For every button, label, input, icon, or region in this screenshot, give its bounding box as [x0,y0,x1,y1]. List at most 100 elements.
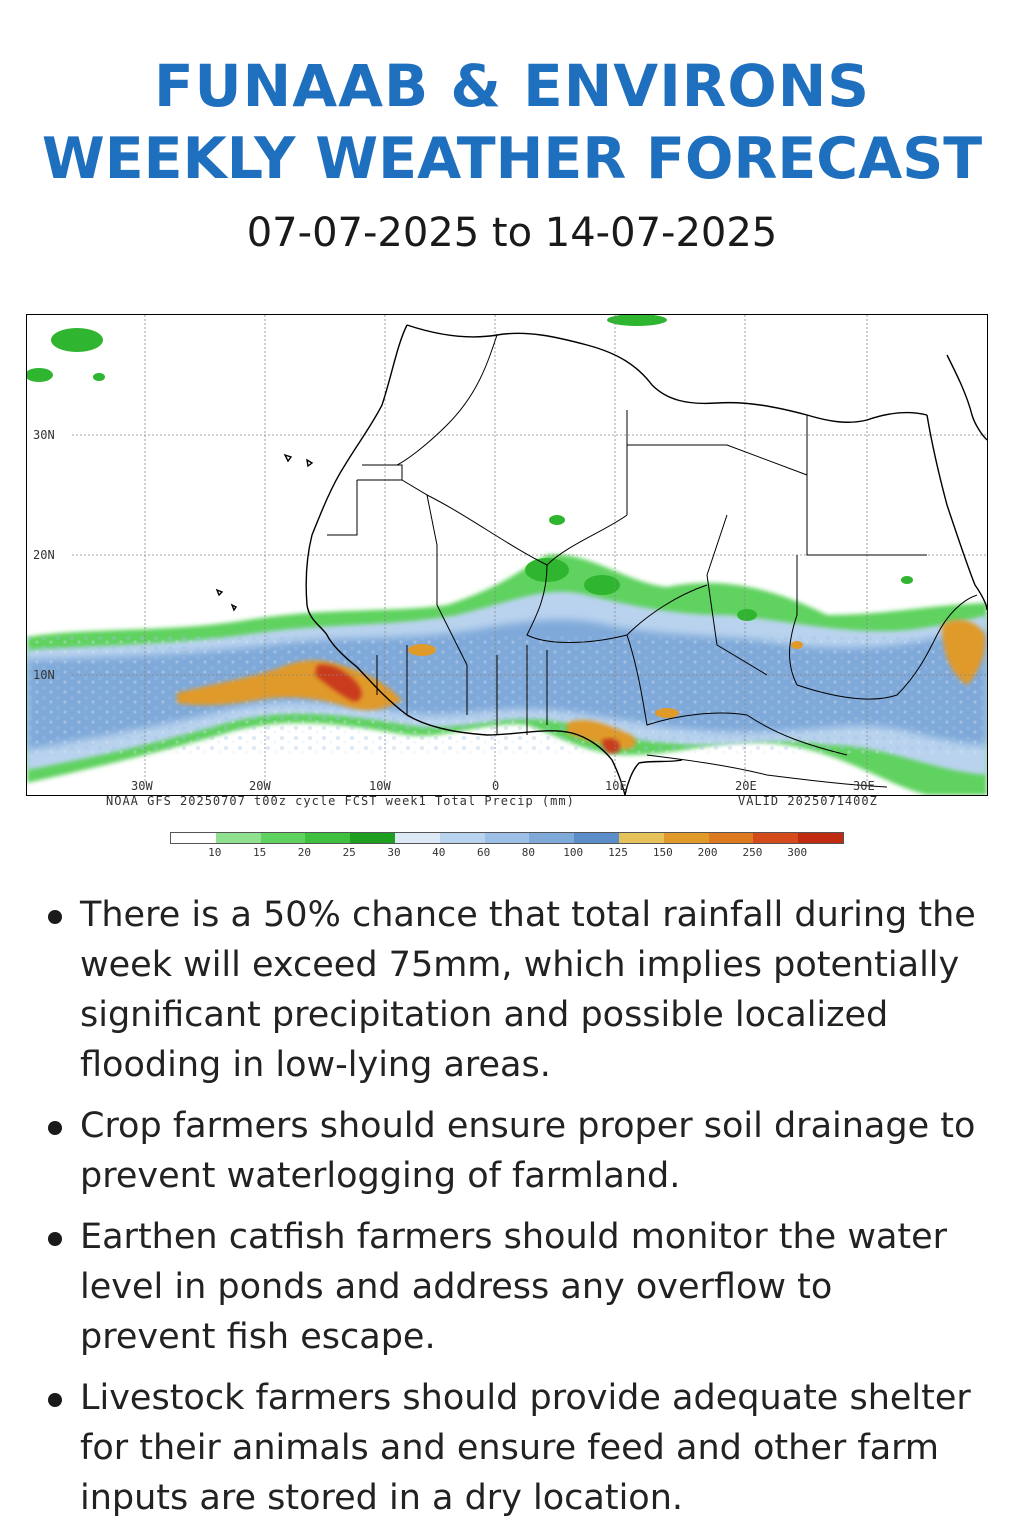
border-algeria-mali [426,494,628,566]
coastline-northwest-africa [305,324,626,795]
precip-patch [93,373,105,381]
legend-colorbar [170,832,844,844]
map-svg [27,315,987,795]
bullet-icon [48,1121,62,1135]
border-niger-nigeria [526,564,708,643]
advisory-list: There is a 50% chance that total rainfal… [46,890,976,1534]
legend-tick-label: 10 [208,846,222,859]
border-egypt [806,415,927,556]
legend-swatch [394,833,440,843]
coastline-mediterranean [406,324,928,423]
lat-label-30n: 30N [33,428,55,442]
precip-patch [51,328,103,352]
title-line-1: FUNAAB & ENVIRONS [153,52,871,120]
border-westafrica [376,604,548,735]
lat-label-20n: 20N [33,548,55,562]
lon-label-20w: 20W [249,779,271,793]
legend-tick-label: 20 [297,846,312,859]
legend-tick-label: 150 [652,846,673,859]
legend-tick-label: 30 [387,846,401,859]
precipitation-map: 30N 20N 10N 30W 20W 10W 0 10E 20E 30E [26,314,988,796]
legend-swatch [798,833,843,843]
advisory-item: There is a 50% chance that total rainfal… [46,890,976,1090]
border-morocco-algeria [396,334,498,466]
coastline-gulf-guinea-east [624,759,683,795]
legend-swatch [484,833,530,843]
lon-label-30w: 30W [131,779,153,793]
precip-patch-orange [791,641,803,649]
date-range: 07-07-2025 to 14-07-2025 [246,210,778,256]
precip-patch [549,515,565,525]
legend-tick-label: 60 [476,846,491,859]
legend-swatch [439,833,485,843]
border-libya [626,410,808,555]
lon-label-10w: 10W [369,779,391,793]
advisory-item: Earthen catfish farmers should monitor t… [46,1212,976,1362]
legend-swatch [708,833,754,843]
advisory-text: There is a 50% chance that total rainfal… [80,895,976,1085]
border-congo [646,754,888,788]
map-caption: NOAA GFS 20250707 t00z cycle FCST week1 … [26,794,986,810]
bullet-icon [48,1393,62,1407]
legend-swatch [574,833,619,843]
legend-swatch [215,833,261,843]
legend-tick-label: 15 [252,846,267,859]
precip-patch [901,576,913,584]
border-mauritania [327,479,438,605]
precip-heavy-core [315,664,362,702]
border-horn [936,594,978,636]
precip-patch [584,575,620,595]
legend-swatch [753,833,799,843]
border-western-sahara [357,464,403,481]
bullet-icon [48,910,62,924]
precip-speckle [27,635,987,755]
legend-tick-label: 25 [342,846,356,859]
legend-tick-label: 80 [521,846,536,859]
title-line-2: WEEKLY WEATHER FORECAST [41,126,983,192]
lon-label-20e: 20E [735,779,757,793]
border-chad-sudan [706,514,798,686]
legend-tick-label: 125 [608,846,628,859]
coastline-sinai [946,354,987,441]
legend-tick-label: 100 [563,846,584,859]
precip-patch [27,368,53,382]
advisory-item: Crop farmers should ensure proper soil d… [46,1101,976,1201]
precip-heavy-west [177,660,402,711]
advisory-text: Crop farmers should ensure proper soil d… [80,1106,976,1196]
legend-swatch [171,833,216,843]
precip-patch [737,609,757,621]
coastlines [215,324,987,795]
lon-label-0: 0 [492,779,500,793]
lat-label-10n: 10N [33,668,55,682]
legend-swatch [618,833,664,843]
legend-swatch [305,833,351,843]
map-caption-left: NOAA GFS 20250707 t00z cycle FCST week1 … [106,794,575,808]
precip-patch-orange [408,644,436,656]
lon-label-10e: 10E [605,779,627,793]
border-cameroon-car [626,634,848,756]
precip-patch-orange [655,708,679,718]
legend-tick-label: 200 [697,846,718,859]
legend-tick-label: 250 [742,846,763,859]
legend-swatch [350,833,395,843]
advisory-item: Livestock farmers should provide adequat… [46,1373,976,1523]
advisory-text: Earthen catfish farmers should monitor t… [80,1217,948,1357]
border-south-sudan [796,634,938,700]
coastline-islands [215,453,314,612]
lon-label-30e: 30E [853,779,875,793]
legend-swatch [260,833,306,843]
bullet-icon [48,1232,62,1246]
country-borders [327,334,978,788]
precip-legend: 10 15 20 25 30 40 60 80 100 125 150 200 250 300 [170,832,844,866]
advisory-text: Livestock farmers should provide adequat… [80,1378,971,1518]
precip-layer [27,315,987,795]
precip-heavy-nigeria [567,720,637,750]
legend-tick-label: 40 [432,846,446,859]
coastline-nile-red-sea [926,414,987,611]
precip-patch [607,315,667,326]
precip-heavy-cameroon [602,738,621,754]
legend-ticks: 10 15 20 25 30 40 60 80 100 125 150 200 250 300 [170,846,842,860]
legend-swatch [663,833,709,843]
map-caption-right: VALID 2025071400Z [738,794,878,808]
precip-heavy-ethiopia [942,619,986,685]
